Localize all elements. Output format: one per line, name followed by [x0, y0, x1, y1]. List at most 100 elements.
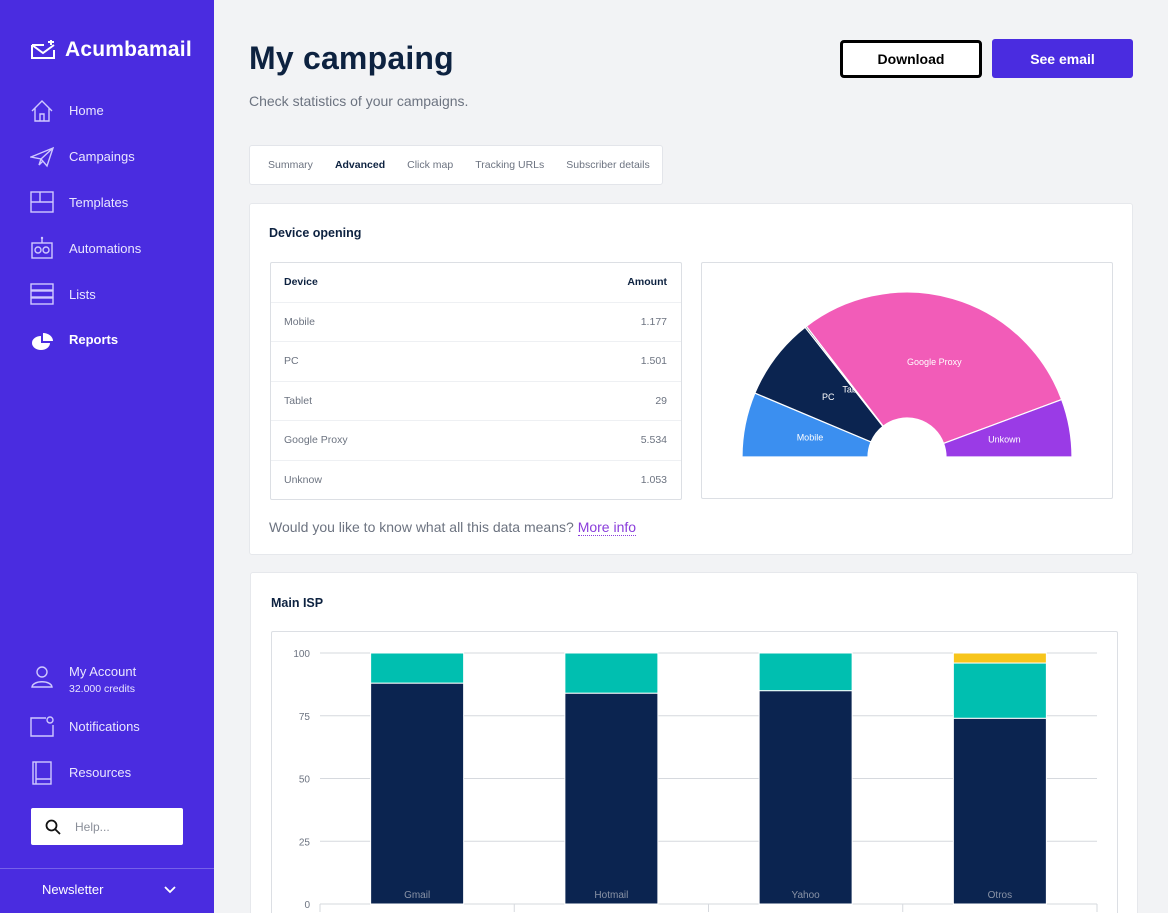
newsletter-dropdown[interactable]: Newsletter: [42, 882, 176, 897]
sidebar-nav: Home Campaings Templates Automations Lis…: [0, 88, 214, 363]
app-name: Acumbamail: [65, 38, 192, 61]
pie-label-google-proxy: Google Proxy: [907, 357, 962, 367]
bar-yahoo-segment-0[interactable]: [758, 690, 853, 905]
device-amount: 1.501: [640, 355, 667, 368]
bar-gmail-segment-0[interactable]: [370, 682, 465, 905]
sidebar-item-label: Automations: [69, 240, 142, 256]
sidebar-item-automations[interactable]: Automations: [0, 225, 214, 271]
device-amount: 1.053: [640, 474, 667, 487]
app-logo[interactable]: Acumbamail: [30, 38, 192, 62]
page-title: My campaing: [249, 40, 454, 76]
sidebar-item-label: Templates: [69, 194, 129, 210]
device-opening-title: Device opening: [269, 226, 362, 240]
more-info-link[interactable]: More info: [577, 519, 637, 536]
device-name: Tablet: [284, 394, 313, 407]
bar-hotmail-segment-1[interactable]: [564, 652, 659, 694]
search-icon: [45, 819, 61, 835]
column-header-device: Device: [284, 276, 318, 289]
bar-hotmail-segment-0[interactable]: [564, 692, 659, 905]
table-row: PC 1.501: [271, 342, 681, 382]
table-row: Mobile 1.177: [271, 303, 681, 342]
y-tick-label: 0: [304, 900, 310, 911]
page-subtitle: Check statistics of your campaigns.: [249, 93, 469, 109]
notifications-label: Notifications: [69, 719, 140, 734]
device-amount: 1.177: [640, 315, 667, 328]
sidebar-item-campaings[interactable]: Campaings: [0, 134, 214, 180]
table-header: Device Amount: [271, 263, 681, 303]
table-row: Unknow 1.053: [271, 461, 681, 501]
device-amount: 5.534: [640, 434, 667, 447]
tab-tracking-urls[interactable]: Tracking URLs: [475, 159, 545, 171]
bar-yahoo-segment-1[interactable]: [758, 652, 853, 692]
sidebar-item-reports[interactable]: Reports: [0, 317, 214, 363]
main-isp-card: Main ISP 0 25 50 75 100 Gmail Hotmail Yahoo Otro…: [250, 572, 1138, 913]
sidebar-item-label: Campaings: [69, 149, 135, 165]
device-amount: 29: [655, 394, 667, 407]
tab-subscriber-details[interactable]: Subscriber details: [566, 159, 650, 171]
x-category-label: Gmail: [404, 890, 430, 901]
help-search-box[interactable]: [31, 808, 183, 845]
y-tick-label: 100: [293, 649, 310, 660]
x-category-label: Hotmail: [594, 890, 628, 901]
bar-otros-segment-0[interactable]: [952, 717, 1047, 905]
table-row: Google Proxy 5.534: [271, 421, 681, 461]
book-icon: [30, 761, 54, 785]
robot-icon: [30, 236, 54, 260]
sidebar-item-label: Home: [69, 103, 104, 119]
download-button[interactable]: Download: [840, 40, 982, 78]
sidebar-item-home[interactable]: Home: [0, 88, 214, 134]
resources-label: Resources: [69, 765, 132, 780]
chevron-down-icon: [164, 885, 176, 893]
isp-bar-chart: 0 25 50 75 100 Gmail Hotmail Yahoo Otros: [271, 631, 1118, 913]
y-tick-label: 25: [299, 837, 311, 848]
y-tick-label: 75: [299, 712, 311, 723]
sidebar-item-notifications[interactable]: Notifications: [0, 704, 214, 750]
sidebar-item-templates[interactable]: Templates: [0, 180, 214, 226]
sidebar: Acumbamail Home Campaings Templates Auto…: [0, 0, 214, 913]
sidebar-bottom-nav: My Account 32.000 credits Notifications …: [0, 656, 214, 796]
x-category-label: Otros: [988, 890, 1012, 901]
account-info: My Account 32.000 credits: [69, 664, 136, 695]
bar-otros-segment-2[interactable]: [952, 652, 1047, 664]
bar-otros-segment-1[interactable]: [952, 662, 1047, 719]
y-tick-label: 50: [299, 775, 311, 786]
pie-slice-google-proxy[interactable]: [805, 291, 1063, 445]
bar-gmail-segment-1[interactable]: [370, 652, 465, 684]
sidebar-item-my-account[interactable]: My Account 32.000 credits: [0, 656, 214, 704]
see-email-button[interactable]: See email: [992, 39, 1133, 78]
tab-click-map[interactable]: Click map: [407, 159, 454, 171]
home-icon: [30, 99, 54, 123]
pie-slice-unkown[interactable]: [942, 398, 1073, 458]
sidebar-item-resources[interactable]: Resources: [0, 750, 214, 796]
tab-summary[interactable]: Summary: [268, 159, 313, 171]
table-row: Tablet 29: [271, 382, 681, 421]
pie-label-unkown: Unkown: [988, 434, 1021, 444]
device-name: Google Proxy: [284, 434, 348, 447]
bar-chart-svg: 0 25 50 75 100 Gmail Hotmail Yahoo Otros: [293, 649, 1098, 912]
help-input[interactable]: [75, 819, 175, 834]
device-name: Mobile: [284, 315, 315, 328]
report-tabs: Summary Advanced Click map Tracking URLs…: [249, 145, 663, 185]
main-isp-title: Main ISP: [271, 596, 324, 610]
account-label: My Account: [69, 664, 137, 679]
envelope-logo-icon: [31, 40, 55, 59]
tab-advanced[interactable]: Advanced: [334, 159, 386, 171]
user-icon: [30, 664, 54, 688]
templates-icon: [30, 190, 54, 214]
notification-icon: [30, 715, 54, 739]
x-category-label: Yahoo: [792, 890, 821, 901]
paper-plane-icon: [30, 145, 54, 169]
sidebar-item-label: Reports: [69, 332, 119, 348]
pie-label-pc: PC: [822, 392, 835, 402]
lists-icon: [30, 282, 54, 306]
device-name: Unknow: [284, 474, 322, 487]
device-table: Device Amount Mobile 1.177 PC 1.501 Tabl…: [270, 262, 682, 500]
more-info-line: Would you like to know what all this dat…: [269, 519, 637, 536]
more-info-text: Would you like to know what all this dat…: [269, 519, 574, 535]
newsletter-label: Newsletter: [42, 882, 104, 897]
sidebar-item-lists[interactable]: Lists: [0, 271, 214, 317]
sidebar-item-label: Lists: [69, 286, 96, 302]
device-name: PC: [284, 355, 299, 368]
